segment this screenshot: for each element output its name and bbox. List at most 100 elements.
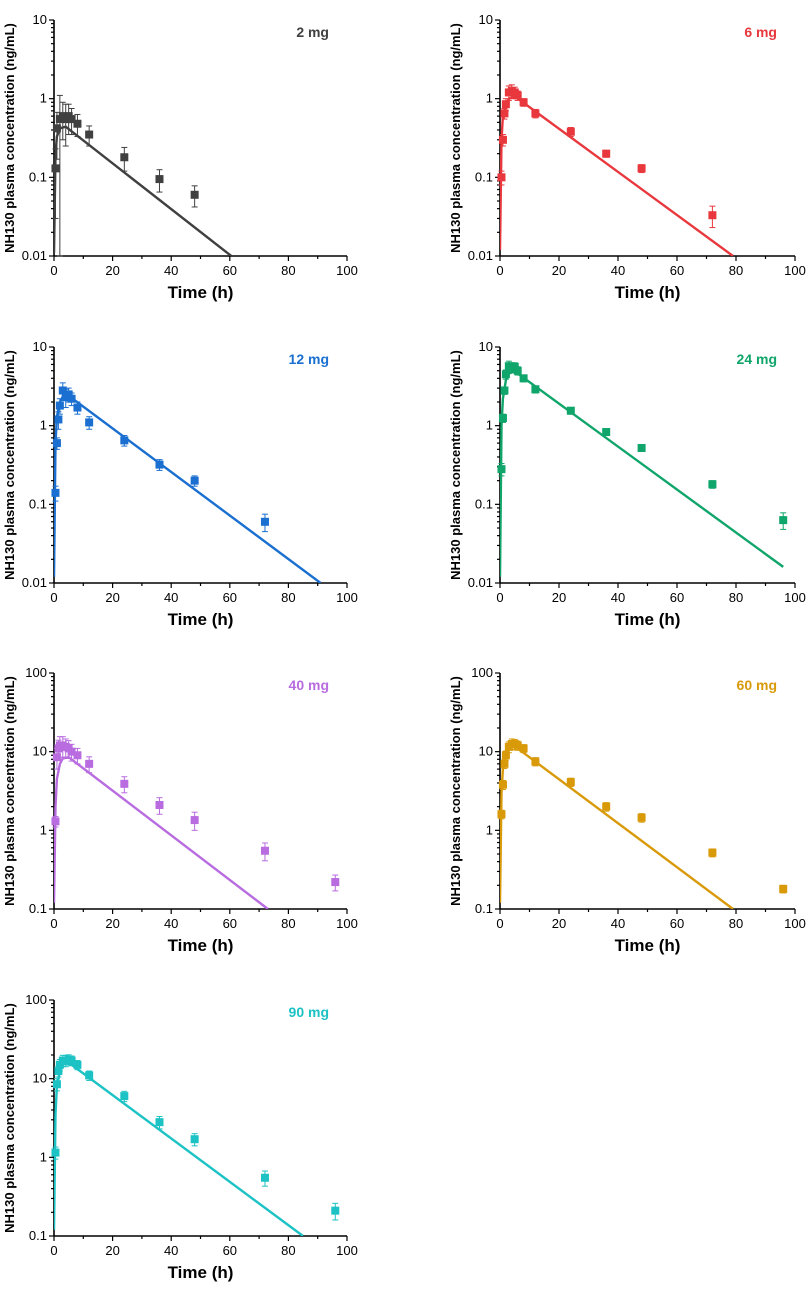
- data-point: [85, 1071, 94, 1080]
- x-tick-label: 100: [784, 916, 806, 931]
- y-tick-label: 0.1: [29, 1228, 47, 1243]
- data-point: [513, 741, 522, 750]
- chart-panel-5: 0 20 40 60 80 100 0.1 1 10 100 Time (h) NH130 plasm…: [2, 665, 358, 955]
- data-point: [779, 884, 788, 893]
- x-tick-label: 80: [281, 263, 295, 278]
- x-axis-title: Time (h): [615, 283, 681, 302]
- y-axis-title: NH130 plasma concentration (ng/mL): [2, 23, 17, 253]
- data-point: [500, 386, 509, 395]
- y-tick-label: 0.1: [475, 901, 493, 916]
- data-point: [637, 813, 646, 822]
- x-tick-label: 20: [552, 590, 566, 605]
- x-tick-label: 0: [50, 916, 57, 931]
- x-axis-title: Time (h): [168, 936, 234, 955]
- data-point: [190, 816, 199, 825]
- y-tick-label: 0.1: [29, 496, 47, 511]
- x-axis-title: Time (h): [615, 610, 681, 629]
- x-tick-label: 60: [670, 263, 684, 278]
- data-point: [73, 751, 82, 760]
- chart-panel-3: 0 20 40 60 80 100 0.01 0.1 1 10 Time (h) NH130 plas…: [2, 339, 358, 629]
- dose-label: 60 mg: [737, 677, 777, 693]
- data-point: [637, 444, 646, 453]
- model-fit-line: [500, 95, 734, 256]
- y-tick-label: 10: [33, 1071, 47, 1086]
- x-tick-label: 60: [223, 1243, 237, 1258]
- data-point: [54, 415, 63, 424]
- data-point: [67, 394, 76, 403]
- chart-panel-7: 0 20 40 60 80 100 0.1 1 10 100 Time (h) NH130 plasm…: [2, 992, 358, 1282]
- data-point: [67, 1056, 76, 1065]
- x-tick-label: 0: [496, 916, 503, 931]
- data-point: [501, 370, 510, 379]
- data-point: [51, 164, 60, 173]
- y-tick-label: 0.1: [475, 169, 493, 184]
- y-axis-title: NH130 plasma concentration (ng/mL): [448, 676, 463, 906]
- x-tick-label: 20: [105, 590, 119, 605]
- x-tick-label: 0: [496, 263, 503, 278]
- y-tick-label: 0.01: [22, 248, 47, 263]
- x-tick-label: 80: [729, 916, 743, 931]
- data-point: [513, 366, 522, 375]
- x-tick-label: 80: [281, 1243, 295, 1258]
- data-point: [498, 135, 507, 144]
- data-point: [51, 1148, 60, 1157]
- data-point: [52, 1080, 61, 1089]
- x-tick-label: 0: [496, 590, 503, 605]
- x-tick-label: 20: [552, 263, 566, 278]
- y-tick-label: 100: [25, 665, 47, 680]
- data-point: [531, 757, 540, 766]
- x-tick-label: 100: [784, 263, 806, 278]
- x-tick-label: 0: [50, 590, 57, 605]
- data-point: [531, 385, 540, 394]
- data-point: [497, 465, 506, 474]
- data-point: [602, 802, 611, 811]
- data-point: [260, 517, 269, 526]
- x-axis-title: Time (h): [168, 1263, 234, 1282]
- y-tick-label: 1: [40, 91, 47, 106]
- x-tick-label: 40: [611, 263, 625, 278]
- data-point: [501, 751, 510, 760]
- dose-label: 6 mg: [744, 24, 777, 40]
- data-point: [500, 109, 509, 118]
- x-tick-label: 60: [223, 590, 237, 605]
- data-point: [497, 173, 506, 182]
- model-fit-line: [54, 755, 269, 909]
- x-tick-label: 100: [336, 1243, 358, 1258]
- data-point: [500, 759, 509, 768]
- dose-label: 40 mg: [289, 677, 329, 693]
- x-tick-label: 0: [50, 263, 57, 278]
- data-point: [55, 401, 64, 410]
- model-fit-line: [54, 394, 322, 583]
- y-tick-label: 0.1: [29, 169, 47, 184]
- data-point: [155, 460, 164, 469]
- x-tick-label: 80: [729, 590, 743, 605]
- y-tick-label: 1: [40, 822, 47, 837]
- data-point: [120, 153, 129, 162]
- x-tick-label: 60: [670, 916, 684, 931]
- y-tick-label: 0.01: [468, 575, 493, 590]
- y-tick-label: 10: [33, 339, 47, 354]
- y-tick-label: 0.01: [468, 248, 493, 263]
- data-point: [602, 149, 611, 158]
- x-axis-title: Time (h): [615, 936, 681, 955]
- y-tick-label: 0.1: [475, 496, 493, 511]
- data-point: [85, 418, 94, 427]
- model-fit-line: [500, 370, 784, 577]
- x-tick-label: 20: [105, 263, 119, 278]
- x-tick-label: 20: [105, 1243, 119, 1258]
- x-tick-label: 40: [164, 1243, 178, 1258]
- x-tick-label: 40: [611, 916, 625, 931]
- x-tick-label: 60: [670, 590, 684, 605]
- y-axis-title: NH130 plasma concentration (ng/mL): [448, 23, 463, 253]
- data-point: [52, 124, 61, 133]
- y-tick-label: 1: [40, 418, 47, 433]
- data-point: [331, 878, 340, 887]
- x-tick-label: 100: [784, 590, 806, 605]
- data-point: [73, 119, 82, 128]
- y-tick-label: 1: [486, 91, 493, 106]
- data-point: [566, 406, 575, 415]
- data-point: [190, 190, 199, 199]
- y-tick-label: 1: [486, 418, 493, 433]
- data-point: [155, 175, 164, 184]
